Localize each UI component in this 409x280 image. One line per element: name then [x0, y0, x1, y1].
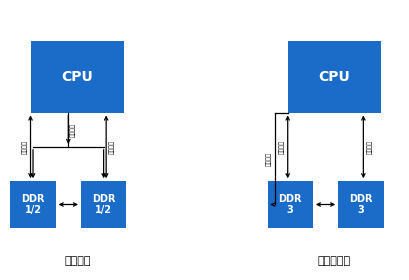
Text: 数据总线: 数据总线	[110, 140, 115, 154]
Bar	[338, 181, 384, 228]
Text: DDR
1/2: DDR 1/2	[92, 194, 115, 215]
Text: 菊花链拓补: 菊花链拓补	[317, 256, 351, 266]
Text: CPU: CPU	[319, 70, 350, 84]
Bar	[10, 181, 56, 228]
Text: DDR
3: DDR 3	[279, 194, 302, 215]
Text: DDR
1/2: DDR 1/2	[21, 194, 45, 215]
Text: 数据总线: 数据总线	[22, 140, 27, 154]
Text: 控制总线: 控制总线	[266, 151, 271, 165]
Text: DDR
3: DDR 3	[349, 194, 373, 215]
Bar	[81, 181, 126, 228]
Text: 数据总线: 数据总线	[279, 140, 284, 154]
Bar	[288, 41, 381, 113]
Bar	[267, 181, 313, 228]
Text: 控制总线: 控制总线	[71, 123, 76, 137]
Text: 数据总线: 数据总线	[366, 140, 372, 154]
Bar	[31, 41, 124, 113]
Text: CPU: CPU	[61, 70, 93, 84]
Text: 星形拓补: 星形拓补	[64, 256, 91, 266]
